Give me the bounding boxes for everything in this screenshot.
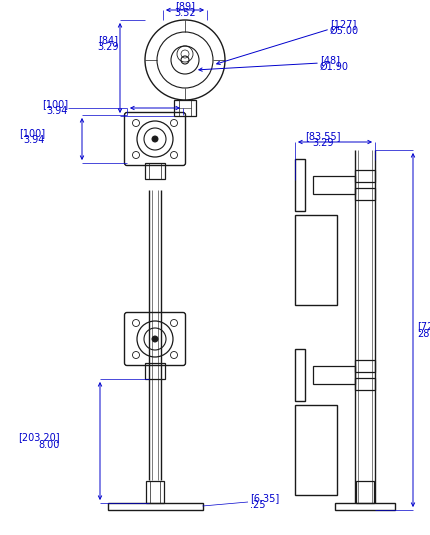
Text: [127]: [127] [330,19,356,29]
Circle shape [152,336,158,342]
Bar [295,349,305,401]
Bar [146,481,164,503]
Bar [356,481,374,503]
Bar [335,503,395,510]
Text: [48]: [48] [320,55,340,65]
Text: 3.94: 3.94 [24,135,45,145]
Bar [355,170,375,182]
Text: [203.20]: [203.20] [18,432,60,442]
Text: Ø5.00: Ø5.00 [330,26,359,36]
Text: [6.35]: [6.35] [250,493,279,503]
Bar [295,215,337,305]
Text: [83.55]: [83.55] [305,131,341,141]
Text: 3.94: 3.94 [46,106,68,116]
Bar [295,405,337,495]
Circle shape [152,136,158,142]
Text: 3.52: 3.52 [174,8,196,18]
Text: 28.48: 28.48 [417,329,430,339]
Bar [145,363,165,379]
Bar [313,176,355,194]
Text: [89]: [89] [175,1,195,11]
Text: [100]: [100] [19,128,45,138]
Bar [295,159,305,211]
Text: 8.00: 8.00 [39,440,60,450]
Bar [355,188,375,200]
Text: 3.29: 3.29 [97,42,119,52]
Text: 3.29: 3.29 [312,138,334,148]
Text: [84]: [84] [98,35,118,45]
Bar [355,378,375,390]
Text: [723.27]: [723.27] [417,321,430,331]
Text: [100]: [100] [42,99,68,109]
Bar [174,100,196,116]
Bar [313,366,355,384]
Text: .25: .25 [250,500,265,510]
Bar [355,360,375,372]
Bar [145,163,165,179]
Text: Ø1.90: Ø1.90 [320,62,349,72]
Bar [108,503,203,510]
